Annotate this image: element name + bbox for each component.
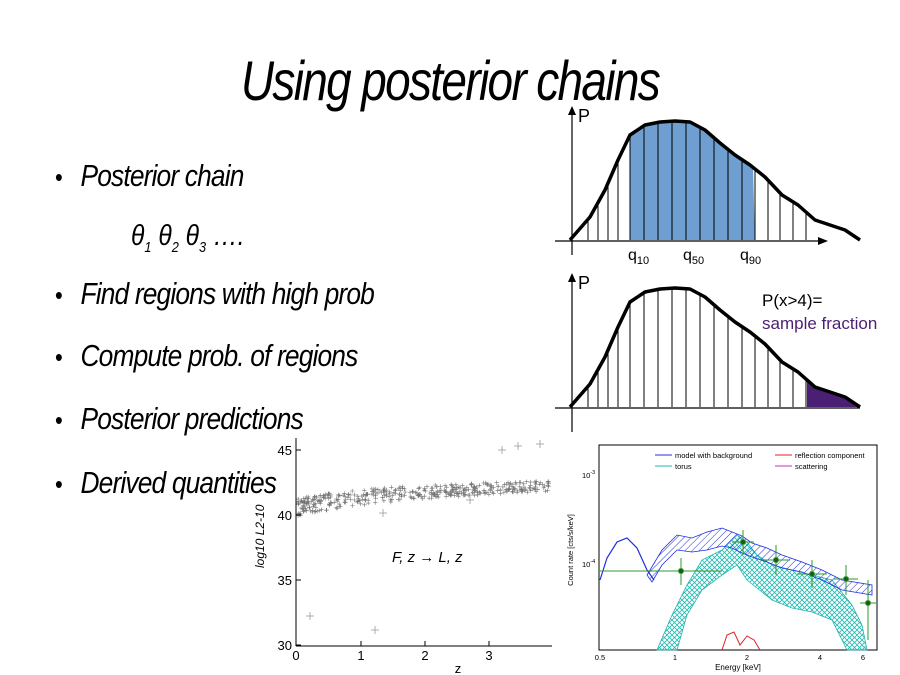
scatter-points [295, 440, 551, 634]
quantile-label-q50: q50 [683, 247, 704, 267]
bullet-text: Posterior predictions [80, 401, 304, 436]
x-tick-label: 1 [357, 648, 364, 663]
y-arrow-icon [568, 273, 576, 282]
tail-annotation-line1: P(x>4)= [762, 291, 823, 310]
model-band [646, 527, 873, 596]
x-tick-label: 1 [673, 653, 677, 662]
scatter-ylabel: log10 L2-10 [253, 504, 267, 568]
legend-label: scattering [795, 462, 828, 471]
y-tick-label: 30 [278, 638, 292, 653]
legend-label: reflection component [795, 451, 866, 460]
scatter-x-ticklabels: 0 1 2 3 [292, 648, 492, 663]
bullet-dot: • [55, 162, 63, 192]
quantile-label-q10: q10 [628, 247, 649, 267]
y-tick-label: 10-3 [582, 470, 595, 480]
bullet-item: • Find regions with high prob [55, 276, 375, 312]
scatter-cloud [295, 479, 551, 518]
bullet-item: • Posterior predictions [55, 401, 304, 437]
scatter-annotation: F, z → L, z [392, 549, 463, 566]
spectrum-panel: model with background torus reflection c… [566, 444, 878, 672]
spectrum-y-ticklabels: 10-3 10-4 [582, 470, 595, 569]
bullet-text: Posterior chain [80, 158, 245, 193]
theta-sub-3: 3 [199, 238, 207, 256]
x-tick-label: 4 [818, 653, 822, 662]
model-curve [599, 537, 655, 581]
bullet-dot: • [55, 342, 63, 372]
theta-3: θ [185, 220, 200, 252]
quantile-curve [568, 119, 861, 242]
legend-label: torus [675, 462, 692, 471]
theta-2: θ [158, 220, 172, 252]
bullet-item: • Derived quantities [55, 465, 277, 501]
bullet-item: • Compute prob. of regions [55, 338, 359, 374]
x-tick-label: 2 [421, 648, 428, 663]
bullet-item: • Posterior chain [55, 158, 244, 194]
reflection-curve [721, 631, 761, 651]
bullet-dot: • [55, 280, 63, 310]
x-tick-label: 0 [292, 648, 299, 663]
bullet-dot: • [55, 469, 63, 499]
bullet-text: Derived quantities [80, 465, 277, 500]
bullet-text: Find regions with high prob [80, 276, 375, 311]
quantile-fill [630, 121, 755, 240]
theta-sub-1: 1 [144, 238, 152, 256]
x-arrow-icon [818, 237, 828, 245]
tail-annotation-line2: sample fraction [762, 314, 877, 333]
bullet-text: Compute prob. of regions [80, 338, 359, 373]
scatter-xlabel: z [455, 661, 462, 675]
x-tick-label: 6 [861, 653, 865, 662]
tail-curve [568, 286, 861, 409]
scatter-panel: 0 1 2 3 45 40 35 30 z log10 L2-10 F, z →… [253, 438, 552, 675]
legend-label: model with background [675, 451, 752, 460]
y-arrow-icon [568, 106, 576, 115]
x-tick-label: 3 [485, 648, 492, 663]
quantile-diagram: P q10 q50 q90 [555, 106, 861, 267]
x-tick-label: 2 [745, 653, 749, 662]
chain-ellipsis: …. [212, 220, 245, 252]
y-tick-label: 35 [278, 573, 292, 588]
spectrum-data-points [662, 530, 876, 640]
scatter-outliers [306, 440, 544, 634]
tail-ylabel: P [578, 273, 590, 293]
bullet-dot: • [55, 405, 63, 435]
x-tick-label: 0.5 [595, 653, 605, 662]
spectrum-x-ticklabels: 0.5 1 2 4 6 [595, 653, 865, 662]
spectrum-legend: model with background torus reflection c… [655, 451, 866, 471]
quantile-ylabel: P [578, 106, 590, 126]
quantile-label-q90: q90 [740, 247, 761, 267]
theta-1: θ [131, 220, 145, 252]
tail-diagram: P P(x>4)= sample fraction [555, 273, 877, 432]
scatter-y-ticklabels: 45 40 35 30 [278, 443, 292, 653]
spectrum-ylabel: Count rate [cts/s/keV] [566, 514, 575, 586]
y-tick-label: 45 [278, 443, 292, 458]
theta-sub-2: 2 [171, 238, 179, 256]
scatter-ticks [295, 449, 490, 646]
y-tick-label: 40 [278, 508, 292, 523]
y-tick-label: 10-4 [582, 559, 595, 569]
slide-title: Using posterior chains [240, 49, 661, 112]
spectrum-xlabel: Energy [keV] [715, 663, 761, 672]
chain-notation: θ1 θ2 θ3 …. [131, 220, 244, 256]
